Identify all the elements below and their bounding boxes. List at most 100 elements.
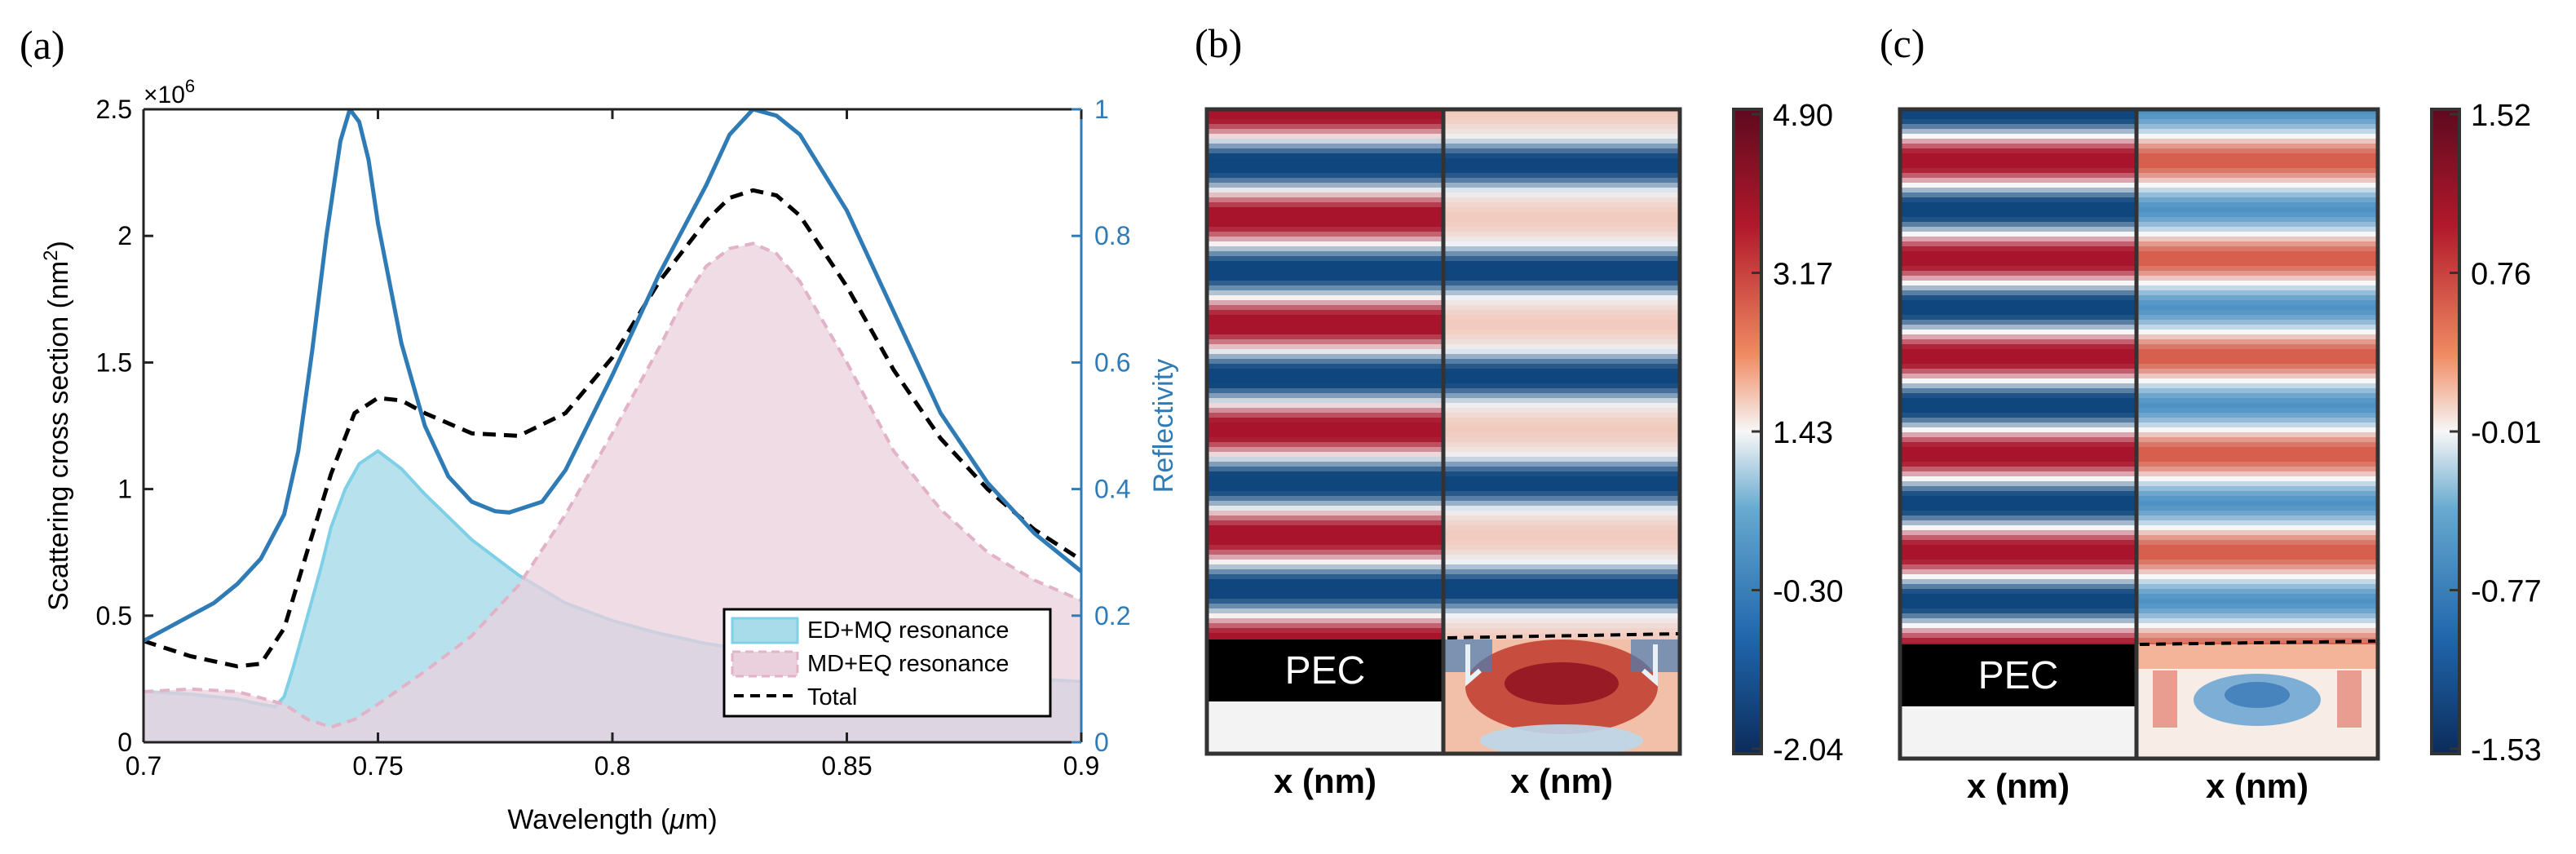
field-band [2136,462,2378,467]
field-band [1900,418,2136,423]
field-band [1900,271,2136,277]
y-right-tick-label: 0.8 [1094,221,1130,250]
field-band [1443,158,1680,164]
field-band [2136,134,2378,139]
y-right-tick-label: 0.2 [1094,601,1130,631]
field-band [1207,227,1443,232]
field-band [1900,388,2136,394]
field-band [2136,638,2378,644]
field-band [1443,613,1680,619]
field-band [2136,310,2378,316]
field-band [1207,217,1443,223]
field-band [1900,148,2136,154]
field-band [2136,574,2378,580]
field-band [1443,496,1680,502]
legend-label-md-eq: MD+EQ resonance [807,651,1009,677]
field-band [1900,579,2136,585]
field-band [1443,594,1680,600]
field-band [1207,462,1443,467]
field-band [1443,437,1680,443]
panel-b-x-label-left: x (nm) [1274,762,1376,800]
field-band [1443,520,1680,526]
field-band [1207,359,1443,365]
field-band [1900,109,2136,115]
field-band [1443,178,1680,184]
panel-c: (c) PEC x (nm) x (nm) 1.52 0.76 -0.01 -0.77… [1880,20,2542,805]
field-band [2136,359,2378,365]
field-band [1900,535,2136,541]
field-band [1443,413,1680,418]
field-band [1900,192,2136,198]
field-band [2136,623,2378,629]
field-band [2136,604,2378,609]
field-band [1900,452,2136,458]
colorbar-tick-label: 0.76 [2471,258,2531,292]
field-band [1207,281,1443,286]
field-band [1900,251,2136,257]
field-band [1900,158,2136,164]
field-band [1207,310,1443,316]
panel-b-substrate [1207,701,1443,754]
field-band [1443,515,1680,521]
field-band [1900,584,2136,590]
field-band [1443,423,1680,428]
field-band [1900,334,2136,340]
field-band [1207,320,1443,325]
field-band [1443,276,1680,281]
series-md-eq-line [144,241,1081,729]
field-band [1900,227,2136,232]
field-band [1443,545,1680,551]
panel-b-colorbar: 4.90 3.17 1.43 -0.30 -2.04 [1732,99,1844,768]
field-band [1207,398,1443,404]
field-band [1207,604,1443,609]
field-band [1207,560,1443,565]
field-band [2136,173,2378,179]
field-band [2136,530,2378,536]
field-band [2136,599,2378,604]
field-band [2136,413,2378,418]
field-band [1900,320,2136,325]
field-band [1207,423,1443,428]
field-band [1900,564,2136,570]
field-band [2136,163,2378,169]
field-band [1900,462,2136,467]
field-band [2136,261,2378,267]
field-band [1443,271,1680,277]
field-band [1443,207,1680,213]
field-band [1207,628,1443,634]
field-band [1900,540,2136,546]
field-band [1207,613,1443,619]
field-band [1900,643,2136,644]
field-band [1443,173,1680,179]
field-band [2136,471,2378,477]
field-band [1207,295,1443,301]
field-band [2136,109,2378,115]
field-band [1443,183,1680,188]
y-left-tick-label: 2 [117,221,132,250]
field-band [2136,613,2378,619]
field-band [1443,398,1680,404]
field-band [1207,501,1443,507]
field-band [1900,550,2136,555]
legend-swatch-md-eq [731,650,799,678]
field-band [1207,471,1443,477]
field-band [2136,124,2378,130]
field-band [1900,246,2136,252]
field-band [2136,589,2378,595]
field-band [1207,305,1443,311]
field-band [1900,207,2136,213]
field-band [2136,285,2378,291]
field-band [1900,623,2136,629]
field-band [1900,638,2136,644]
y-axis-multiplier: ×106 [144,76,195,108]
field-band [1900,613,2136,619]
field-band [1207,285,1443,291]
panel-c-pec-block [1900,644,2136,706]
field-band [1900,486,2136,492]
field-band [1207,452,1443,458]
field-band [1207,144,1443,149]
field-band [1207,530,1443,536]
field-band [1207,334,1443,340]
panel-a-letter: (a) [20,22,65,68]
